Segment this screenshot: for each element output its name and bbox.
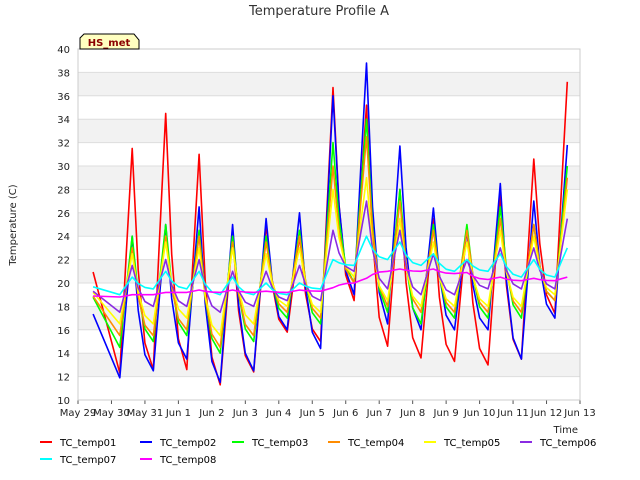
legend: TC_temp01 TC_temp02 TC_temp03 TC_temp04 TC_t…: [40, 438, 596, 466]
x-tick-label: Jun 13: [563, 408, 596, 419]
x-tick-label: Jun 7: [366, 408, 392, 419]
legend-label: TC_temp03: [251, 438, 308, 449]
plot-band: [78, 306, 580, 330]
y-tick-label: 18: [57, 302, 70, 313]
legend-label: TC_temp02: [159, 438, 216, 449]
legend-label: TC_temp01: [59, 438, 116, 449]
y-tick-label: 14: [57, 349, 70, 360]
legend-label: TC_temp07: [59, 455, 116, 466]
x-tick-label: Jun 6: [332, 408, 358, 419]
legend-label: TC_temp08: [159, 455, 216, 466]
y-tick-label: 20: [57, 279, 70, 290]
y-tick-label: 24: [57, 232, 70, 243]
legend-label: TC_temp04: [347, 438, 404, 449]
site-badge: HS_met: [79, 33, 140, 50]
y-tick-label: 32: [57, 139, 70, 150]
plot-band: [78, 95, 580, 120]
series-line-TC_temp06: [92, 200, 569, 314]
site-badge-box: [79, 33, 140, 50]
plot-band: [78, 49, 580, 73]
y-tick-label: 34: [57, 115, 70, 126]
series-line-TC_temp08: [93, 268, 568, 298]
y-tick-label: 22: [57, 256, 70, 267]
x-tick-label: May 30: [93, 408, 130, 419]
plot-band: [78, 119, 580, 143]
y-tick-label: 10: [57, 396, 70, 407]
x-tick-label: Jun 1: [165, 408, 191, 419]
x-tick-label: May 31: [127, 408, 164, 419]
x-tick-label: Jun 8: [399, 408, 425, 419]
x-tick-label: Jun 3: [232, 408, 258, 419]
site-badge-label: HS_met: [88, 38, 131, 49]
y-axis-label: Temperature (C): [8, 184, 19, 266]
y-tick-label: 30: [57, 162, 70, 173]
y-tick-label: 28: [57, 185, 70, 196]
legend-label: TC_temp05: [443, 438, 500, 449]
x-tick-label: Jun 4: [265, 408, 291, 419]
series-lines: [92, 62, 569, 386]
x-tick-label: Jun 10: [463, 408, 496, 419]
plot-band: [78, 72, 580, 96]
x-tick-label: Jun 11: [496, 408, 529, 419]
y-tick-label: 16: [57, 326, 70, 337]
y-tick-label: 36: [57, 92, 70, 103]
series-line-TC_temp07: [92, 235, 569, 296]
plot-band: [78, 329, 580, 354]
x-axis-label: Time: [553, 425, 578, 436]
chart-title: Temperature Profile A: [248, 4, 389, 19]
x-tick-label: Jun 12: [530, 408, 563, 419]
y-tick-label: 12: [57, 373, 70, 384]
x-tick-label: Jun 9: [433, 408, 459, 419]
x-tick-label: May 29: [60, 408, 97, 419]
x-tick-label: Jun 2: [198, 408, 224, 419]
y-tick-label: 26: [57, 209, 70, 220]
y-tick-label: 40: [57, 45, 70, 56]
y-axis-ticks: 10 12 14 16 18 20 22 24 26 28 30 32 34 36 38 40: [57, 45, 70, 407]
legend-label: TC_temp06: [539, 438, 596, 449]
plot-border: [77, 48, 581, 401]
plot-band: [78, 376, 580, 400]
x-tick-label: Jun 5: [299, 408, 325, 419]
y-tick-label: 38: [57, 68, 70, 79]
